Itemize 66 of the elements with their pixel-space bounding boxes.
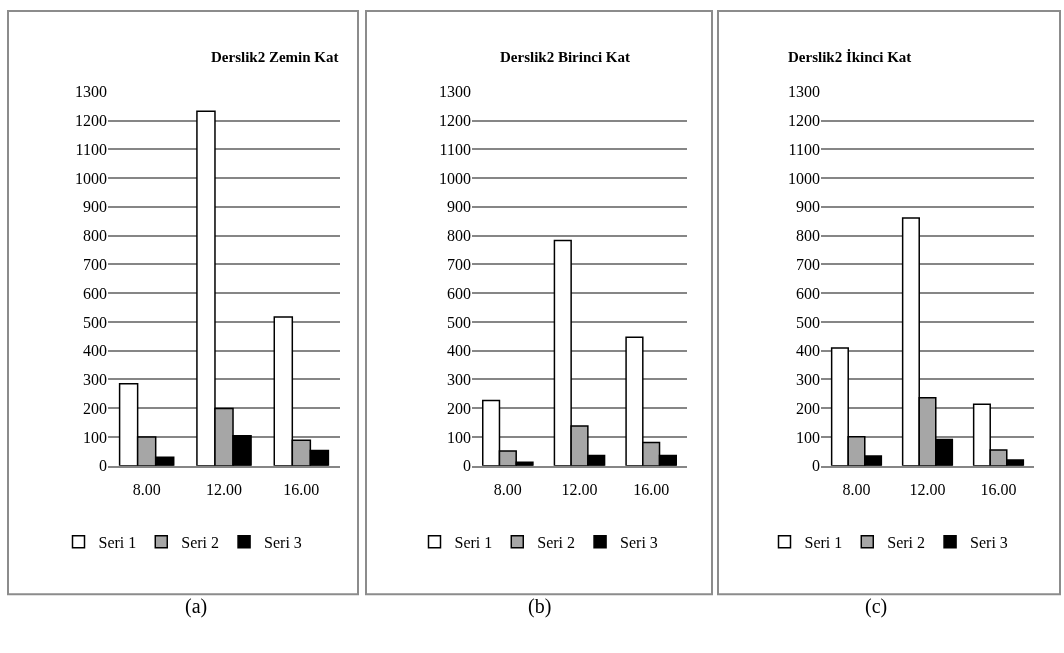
y-tick-label: 100 [83,428,107,446]
legend-label: Seri 3 [970,533,1008,551]
x-tick-label: 16.00 [283,480,320,498]
y-tick-label: 400 [83,342,107,360]
y-tick-label: 500 [447,313,471,331]
x-tick-label: 12.00 [909,480,946,498]
chart-title: Derslik2 İkinci Kat [788,49,912,65]
y-tick-label: 1300 [788,83,820,101]
y-tick-label: 1300 [75,83,107,101]
x-tick-label: 12.00 [206,480,242,498]
text: (a) [185,595,208,618]
x-tick-label: 16.00 [980,480,1017,498]
x-tick-label: 16.00 [633,480,670,498]
y-tick-label: 1200 [439,112,471,130]
y-tick-label: 0 [812,457,820,475]
y-tick-label: 900 [796,198,820,216]
y-tick-label: 300 [447,371,471,389]
y-tick-label: 600 [83,284,107,302]
x-tick-label: 12.00 [561,480,598,498]
x-tick-label: 8.00 [493,480,522,498]
text: (c) [865,595,888,618]
y-tick-label: 600 [447,284,471,302]
y-tick-label: 1200 [75,112,107,130]
y-tick-label: 300 [796,371,820,389]
y-tick-label: 800 [83,227,107,245]
y-tick-label: 1300 [439,83,471,101]
y-tick-label: 700 [796,255,820,273]
legend-label: Seri 2 [537,533,576,551]
y-tick-label: 600 [796,284,820,302]
y-tick-label: 1000 [75,169,107,187]
legend-label: Seri 1 [804,533,843,551]
y-tick-label: 700 [447,255,471,273]
y-tick-label: 1100 [788,140,820,158]
y-tick-label: 0 [463,457,471,475]
y-tick-label: 1200 [788,112,820,130]
y-tick-label: 1000 [788,169,820,187]
chart-title: Derslik2 Zemin Kat [211,49,339,65]
y-tick-label: 400 [796,342,820,360]
legend-label: Seri 3 [264,533,302,551]
y-tick-label: 1000 [439,169,471,187]
legend-label: Seri 3 [620,533,658,551]
y-tick-label: 900 [447,198,471,216]
legend-label: Seri 2 [887,533,926,551]
y-tick-label: 900 [83,198,107,216]
y-tick-label: 400 [447,342,471,360]
y-tick-label: 500 [796,313,820,331]
y-tick-label: 500 [83,313,107,331]
chart-title: Derslik2 Birinci Kat [500,49,630,65]
x-tick-label: 8.00 [132,480,161,498]
y-tick-label: 800 [796,227,820,245]
y-tick-label: 200 [83,399,107,417]
y-tick-label: 0 [99,457,107,475]
y-tick-label: 100 [796,428,820,446]
y-tick-label: 800 [447,227,471,245]
x-tick-label: 8.00 [842,480,871,498]
y-tick-label: 1100 [75,140,107,158]
text: (b) [528,595,552,618]
legend-label: Seri 1 [454,533,493,551]
y-tick-label: 300 [83,371,107,389]
y-tick-label: 1100 [439,140,471,158]
y-tick-label: 200 [447,399,471,417]
y-tick-label: 100 [447,428,471,446]
y-tick-label: 200 [796,399,820,417]
y-tick-label: 700 [83,255,107,273]
legend-label: Seri 2 [181,533,220,551]
legend-label: Seri 1 [98,533,137,551]
